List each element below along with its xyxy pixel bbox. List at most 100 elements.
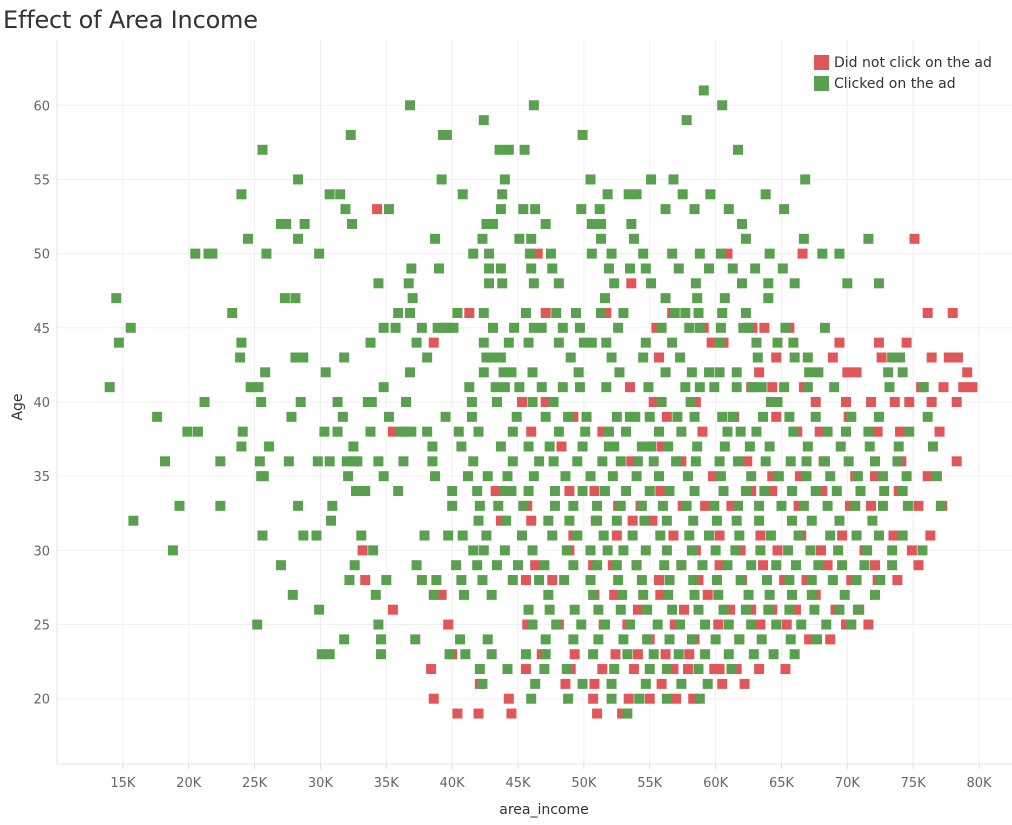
scatter-point[interactable] [693, 575, 704, 586]
scatter-point[interactable] [588, 693, 599, 704]
scatter-point[interactable] [482, 471, 493, 482]
scatter-point[interactable] [513, 560, 524, 571]
scatter-point[interactable] [841, 619, 852, 630]
scatter-point[interactable] [781, 619, 792, 630]
scatter-point[interactable] [888, 530, 899, 541]
scatter-point[interactable] [577, 129, 588, 140]
scatter-point[interactable] [664, 575, 675, 586]
scatter-point[interactable] [628, 233, 639, 244]
scatter-point[interactable] [784, 411, 795, 422]
scatter-point[interactable] [378, 322, 389, 333]
scatter-point[interactable] [484, 263, 495, 274]
scatter-point[interactable] [528, 278, 539, 289]
scatter-point[interactable] [478, 115, 489, 126]
scatter-point[interactable] [540, 218, 551, 229]
scatter-point[interactable] [478, 307, 489, 318]
scatter-point[interactable] [588, 589, 599, 600]
scatter-point[interactable] [652, 619, 663, 630]
scatter-point[interactable] [663, 589, 674, 600]
scatter-point[interactable] [599, 486, 610, 497]
scatter-point[interactable] [651, 322, 662, 333]
scatter-point[interactable] [842, 367, 853, 378]
scatter-point[interactable] [597, 664, 608, 675]
scatter-point[interactable] [714, 530, 725, 541]
scatter-point[interactable] [611, 515, 622, 526]
scatter-point[interactable] [327, 500, 338, 511]
scatter-point[interactable] [906, 545, 917, 556]
scatter-point[interactable] [601, 337, 612, 348]
scatter-point[interactable] [667, 248, 678, 259]
scatter-point[interactable] [675, 352, 686, 363]
scatter-point[interactable] [606, 678, 617, 689]
scatter-point[interactable] [407, 293, 418, 304]
scatter-point[interactable] [381, 575, 392, 586]
scatter-point[interactable] [514, 382, 525, 393]
scatter-point[interactable] [713, 589, 724, 600]
scatter-point[interactable] [644, 664, 655, 675]
scatter-point[interactable] [464, 307, 475, 318]
scatter-point[interactable] [499, 174, 510, 185]
scatter-point[interactable] [676, 678, 687, 689]
scatter-point[interactable] [740, 307, 751, 318]
scatter-point[interactable] [324, 456, 335, 467]
scatter-point[interactable] [560, 678, 571, 689]
scatter-point[interactable] [314, 248, 325, 259]
scatter-point[interactable] [477, 575, 488, 586]
scatter-point[interactable] [257, 530, 268, 541]
scatter-point[interactable] [833, 545, 844, 556]
scatter-point[interactable] [293, 233, 304, 244]
scatter-point[interactable] [545, 248, 556, 259]
scatter-point[interactable] [526, 233, 537, 244]
scatter-point[interactable] [493, 500, 504, 511]
scatter-point[interactable] [401, 426, 412, 437]
scatter-point[interactable] [544, 441, 555, 452]
scatter-point[interactable] [405, 307, 416, 318]
scatter-point[interactable] [626, 218, 637, 229]
scatter-point[interactable] [725, 604, 736, 615]
scatter-point[interactable] [711, 515, 722, 526]
scatter-point[interactable] [731, 367, 742, 378]
scatter-point[interactable] [215, 500, 226, 511]
scatter-point[interactable] [403, 278, 414, 289]
scatter-point[interactable] [644, 486, 655, 497]
scatter-point[interactable] [636, 575, 647, 586]
scatter-point[interactable] [772, 545, 783, 556]
scatter-point[interactable] [631, 471, 642, 482]
scatter-point[interactable] [756, 382, 767, 393]
scatter-point[interactable] [736, 218, 747, 229]
scatter-point[interactable] [502, 471, 513, 482]
scatter-point[interactable] [717, 100, 728, 111]
scatter-point[interactable] [697, 560, 708, 571]
scatter-point[interactable] [711, 575, 722, 586]
scatter-point[interactable] [806, 515, 817, 526]
scatter-point[interactable] [459, 589, 470, 600]
scatter-point[interactable] [503, 144, 514, 155]
scatter-point[interactable] [564, 515, 575, 526]
scatter-point[interactable] [540, 307, 551, 318]
scatter-point[interactable] [592, 515, 603, 526]
scatter-point[interactable] [632, 649, 643, 660]
scatter-point[interactable] [642, 604, 653, 615]
scatter-point[interactable] [405, 100, 416, 111]
scatter-point[interactable] [574, 382, 585, 393]
scatter-point[interactable] [751, 426, 762, 437]
scatter-point[interactable] [606, 693, 617, 704]
scatter-point[interactable] [714, 664, 725, 675]
scatter-point[interactable] [780, 322, 791, 333]
scatter-point[interactable] [615, 456, 626, 467]
scatter-point[interactable] [709, 500, 720, 511]
scatter-point[interactable] [686, 545, 697, 556]
scatter-point[interactable] [746, 604, 757, 615]
scatter-point[interactable] [455, 634, 466, 645]
scatter-point[interactable] [642, 634, 653, 645]
scatter-point[interactable] [837, 530, 848, 541]
scatter-point[interactable] [596, 307, 607, 318]
scatter-point[interactable] [689, 411, 700, 422]
scatter-point[interactable] [601, 382, 612, 393]
scatter-point[interactable] [714, 367, 725, 378]
scatter-point[interactable] [889, 397, 900, 407]
scatter-point[interactable] [790, 560, 801, 571]
scatter-point[interactable] [806, 575, 817, 586]
scatter-point[interactable] [378, 471, 389, 482]
scatter-point[interactable] [527, 545, 538, 556]
